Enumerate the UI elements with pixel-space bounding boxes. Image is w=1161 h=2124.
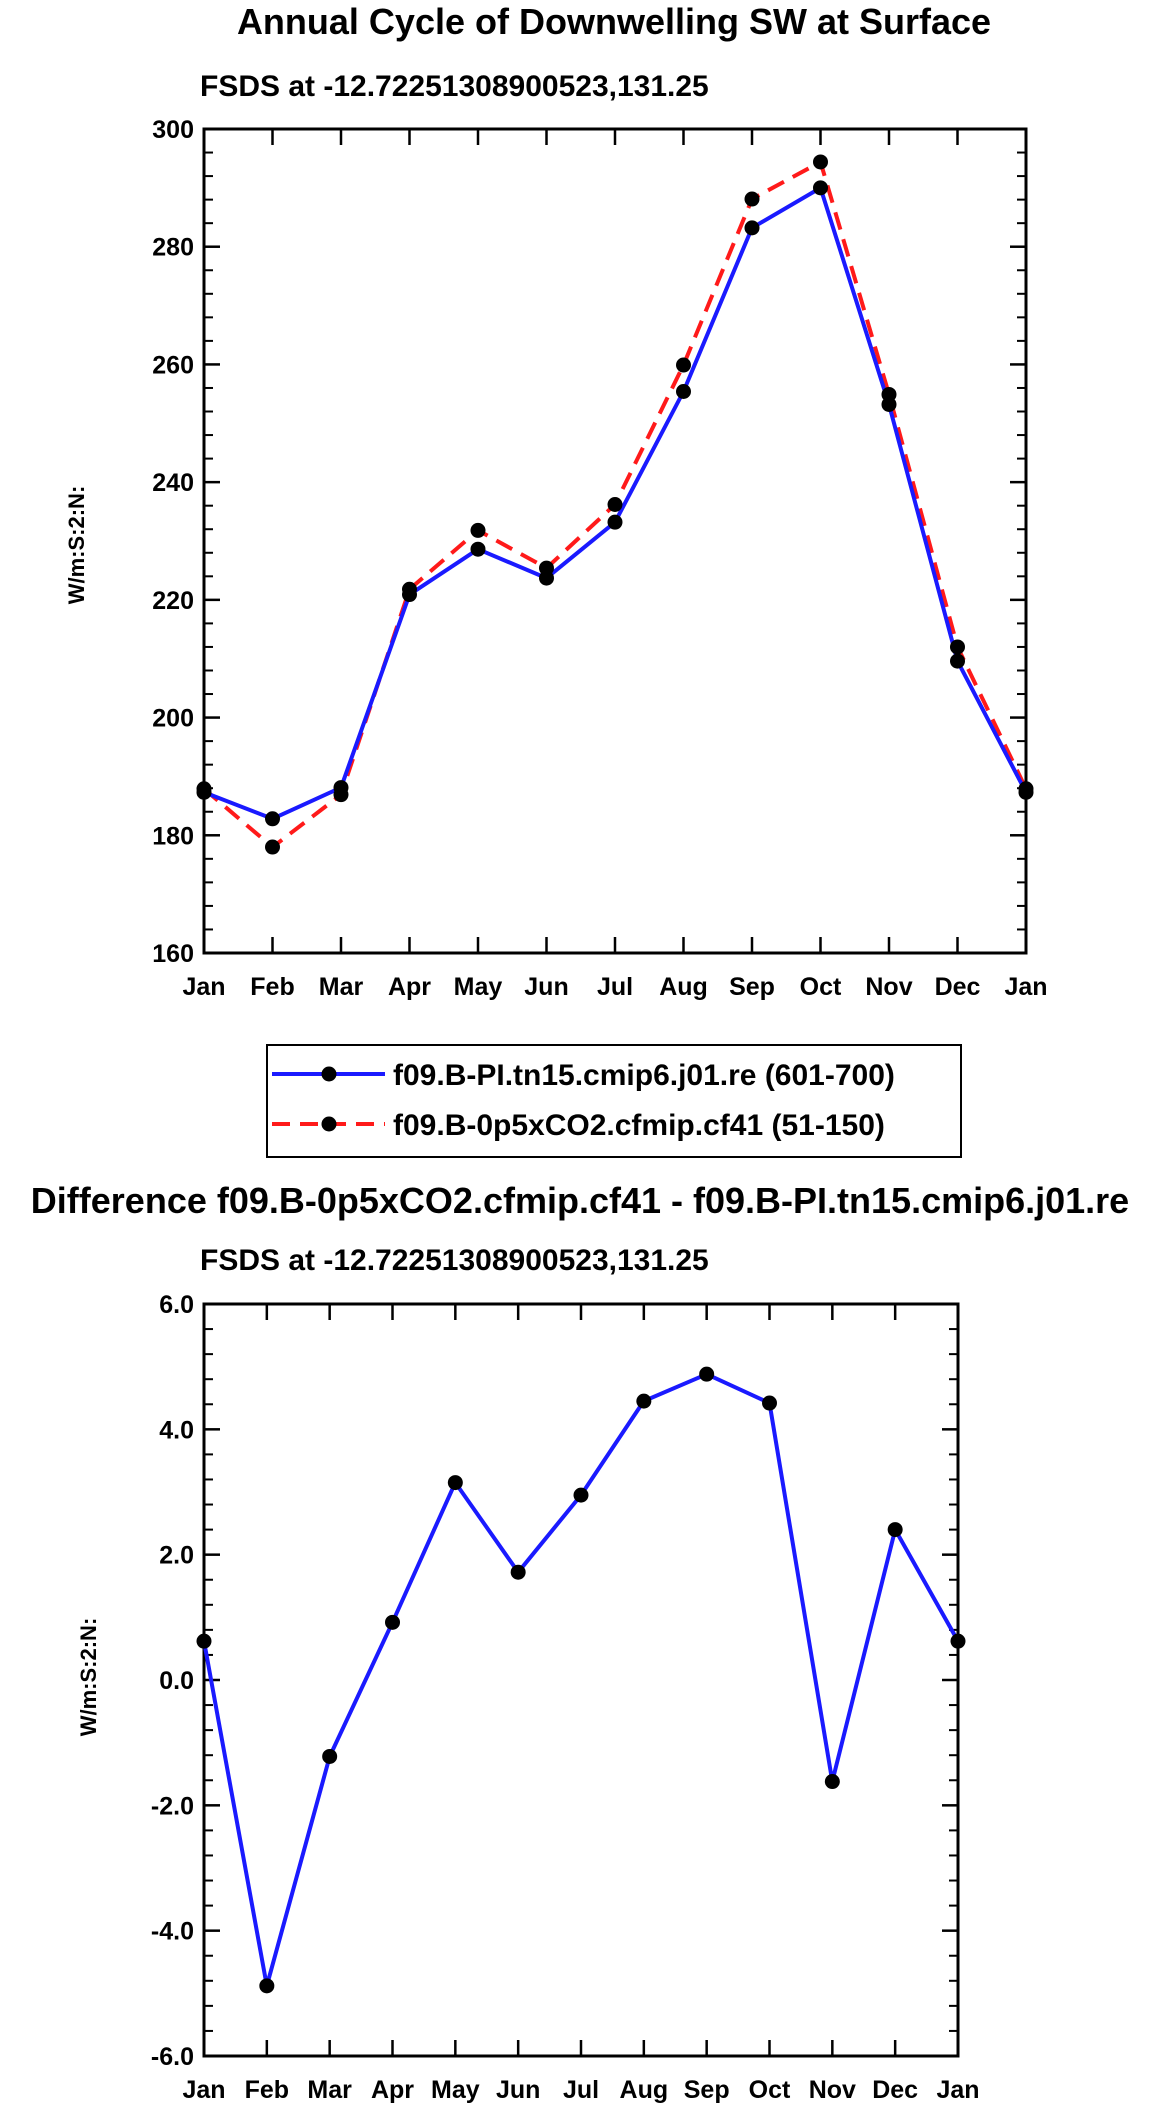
chart1-y-tick-label: 200 [152, 705, 194, 733]
chart1-series-0-point [950, 653, 965, 669]
chart2-series-0-point [196, 1633, 212, 1649]
chart1-y-tick-label: 240 [152, 469, 194, 497]
chart1-series-1-point [1018, 781, 1034, 797]
chart1-series-1-point [676, 357, 691, 373]
chart2-y-tick-label: 6.0 [159, 1291, 194, 1319]
chart1-x-tick-label: Nov [865, 973, 912, 1001]
chart2-series-0-point [259, 1978, 275, 1994]
chart2-x-tick-label: Aug [620, 2076, 669, 2104]
annual-cycle-chart: Annual Cycle of Downwelling SW at Surfac… [64, 1, 1048, 1158]
chart2-y-tick-label: -6.0 [151, 2043, 194, 2071]
chart2-x-tick-label: Oct [749, 2076, 791, 2104]
chart1-series-1-point [470, 522, 486, 538]
chart2-x-tick-label: Jun [496, 2076, 540, 2104]
chart1-series-0-point [744, 220, 760, 236]
difference-chart: Difference f09.B-0p5xCO2.cfmip.cf41 - f0… [31, 1180, 1129, 2104]
chart2-x-tick-label: Apr [371, 2076, 414, 2104]
chart1-y-axis-label: W/m:S:2:N: [64, 486, 89, 605]
chart2-series-0-point [510, 1564, 526, 1580]
chart2-title: Difference f09.B-0p5xCO2.cfmip.cf41 - f0… [31, 1180, 1129, 1221]
chart1-legend: f09.B-PI.tn15.cmip6.j01.re (601-700) f09… [266, 1044, 962, 1158]
chart1-x-tick-label: Apr [388, 973, 431, 1001]
legend-swatch-marker-co2 [321, 1116, 337, 1132]
chart2-series-0-point [950, 1633, 966, 1649]
chart2-x-tick-label: May [431, 2076, 480, 2104]
chart1-series-1-point [333, 787, 349, 803]
chart1-y-tick-label: 260 [152, 351, 194, 379]
chart2-x-tick-label: Jan [936, 2076, 979, 2104]
chart2-x-tick-label: Sep [684, 2076, 730, 2104]
chart1-series-1-point [950, 639, 965, 655]
chart2-series-0-point [385, 1614, 400, 1630]
chart2-series-0-point [762, 1395, 777, 1411]
legend-box [266, 1044, 962, 1158]
chart1-series-1-point [744, 191, 760, 207]
chart2-x-tick-label: Jul [563, 2076, 599, 2104]
chart2-series-0-point [322, 1748, 338, 1764]
chart2-plot-frame [202, 1302, 960, 2058]
chart1-series-0-point [265, 811, 280, 827]
chart2-y-tick-label: 2.0 [159, 1542, 194, 1570]
chart1-series-1-point [607, 497, 623, 513]
chart1-x-tick-label: May [454, 973, 503, 1001]
chart2-y-tick-label: -4.0 [151, 1918, 194, 1946]
chart2-plot-area: Jan Feb Mar Apr May Jun Jul Aug Sep Oct Nov Dec Jan -… [151, 1291, 980, 2104]
chart1-x-tick-label: Aug [659, 973, 708, 1001]
chart1-title: Annual Cycle of Downwelling SW at Surfac… [237, 1, 991, 42]
chart1-y-tick-label: 160 [152, 940, 194, 968]
chart1-series-1-point [813, 154, 828, 170]
chart1-x-tick-label: Feb [250, 973, 294, 1001]
chart1-x-tick-label: Dec [935, 973, 981, 1001]
chart2-subtitle: FSDS at -12.72251308900523,131.25 [200, 1244, 709, 1277]
chart1-series-0-point [676, 384, 691, 400]
chart1-series-1-point [196, 781, 212, 797]
chart2-y-tick-label: -2.0 [151, 1792, 194, 1820]
chart1-series-1-point [402, 581, 417, 597]
chart1-y-tick-label: 180 [152, 822, 194, 850]
chart2-series-0-point [447, 1475, 463, 1491]
chart1-y-tick-label: 280 [152, 234, 194, 262]
chart2-y-tick-label: 0.0 [159, 1667, 194, 1695]
chart1-subtitle: FSDS at -12.72251308900523,131.25 [200, 70, 709, 103]
chart1-y-tick-label: 220 [152, 587, 194, 615]
chart1-plot-frame [202, 127, 1028, 955]
chart1-x-tick-label: Jan [182, 973, 225, 1001]
chart2-x-tick-label: Jan [182, 2076, 225, 2104]
chart2-y-tick-label: 4.0 [159, 1416, 194, 1444]
chart2-series-0-point [824, 1774, 840, 1790]
chart1-x-tick-label: Sep [729, 973, 775, 1001]
chart2-series-0-point [887, 1522, 903, 1538]
chart2-x-tick-label: Nov [809, 2076, 856, 2104]
chart2-x-tick-label: Dec [872, 2076, 918, 2104]
chart1-series-1-point [265, 839, 280, 855]
chart1-y-tick-label: 300 [152, 116, 194, 144]
chart2-series-0-point [636, 1393, 652, 1409]
chart1-series-1-point [539, 560, 554, 576]
chart1-plot-area: Jan Feb Mar Apr May Jun Jul Aug Sep Oct Nov Dec Jan 1… [152, 116, 1047, 1001]
chart1-series-0-point [607, 514, 623, 530]
legend-label-co2: f09.B-0p5xCO2.cfmip.cf41 (51-150) [393, 1109, 885, 1142]
chart1-series-0-point [813, 180, 828, 196]
chart1-x-tick-label: Mar [319, 973, 364, 1001]
chart2-series-0-point [699, 1366, 715, 1382]
chart2-series-0-point [573, 1487, 589, 1503]
legend-swatch-marker-pi [321, 1066, 337, 1082]
chart2-x-tick-label: Mar [307, 2076, 352, 2104]
chart1-x-tick-label: Jun [524, 973, 568, 1001]
chart1-series-0-point [470, 541, 486, 557]
chart1-x-tick-label: Oct [800, 973, 842, 1001]
chart2-x-tick-label: Feb [245, 2076, 289, 2104]
chart1-x-tick-label: Jan [1004, 973, 1047, 1001]
chart2-y-axis-label: W/m:S:2:N: [76, 1618, 101, 1737]
legend-label-pi: f09.B-PI.tn15.cmip6.j01.re (601-700) [393, 1059, 895, 1092]
chart1-x-tick-label: Jul [597, 973, 633, 1001]
chart1-series-1-point [881, 386, 897, 402]
chart2-series-line-0 [202, 1372, 960, 1988]
